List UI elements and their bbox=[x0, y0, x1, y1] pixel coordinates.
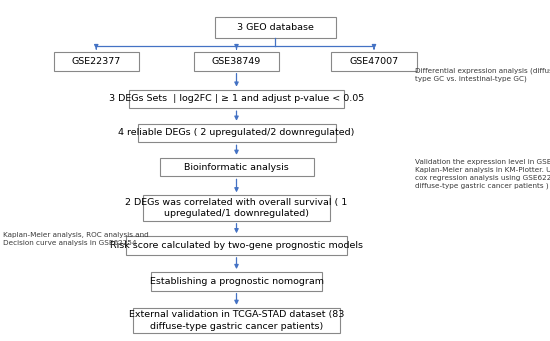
FancyBboxPatch shape bbox=[331, 52, 417, 71]
Text: Establishing a prognostic nomogram: Establishing a prognostic nomogram bbox=[150, 277, 323, 286]
Text: Differential expression analysis (diffuse-
type GC vs. intestinal-type GC): Differential expression analysis (diffus… bbox=[415, 68, 550, 83]
FancyBboxPatch shape bbox=[160, 158, 314, 177]
Text: Validation the expression level in GSE62254 and
Kaplan-Meier analysis in KM-Plot: Validation the expression level in GSE62… bbox=[415, 159, 550, 189]
Text: GSE47007: GSE47007 bbox=[349, 57, 399, 66]
Text: 3 GEO database: 3 GEO database bbox=[236, 23, 314, 32]
Text: 3 DEGs Sets  | log2FC | ≥ 1 and adjust p-value < 0.05: 3 DEGs Sets | log2FC | ≥ 1 and adjust p-… bbox=[109, 94, 364, 103]
FancyBboxPatch shape bbox=[129, 89, 344, 108]
Text: Risk score calculated by two-gene prognostic models: Risk score calculated by two-gene progno… bbox=[110, 241, 363, 250]
Text: GSE38749: GSE38749 bbox=[212, 57, 261, 66]
Text: External validation in TCGA-STAD dataset (83
diffuse-type gastric cancer patient: External validation in TCGA-STAD dataset… bbox=[129, 310, 344, 331]
Text: Kaplan-Meier analysis, ROC analysis and
Decision curve analysis in GSE62254: Kaplan-Meier analysis, ROC analysis and … bbox=[3, 232, 148, 246]
FancyBboxPatch shape bbox=[214, 17, 336, 38]
Text: 2 DEGs was correlated with overall survival ( 1
upregulated/1 downregulated): 2 DEGs was correlated with overall survi… bbox=[125, 198, 348, 218]
FancyBboxPatch shape bbox=[53, 52, 139, 71]
FancyBboxPatch shape bbox=[126, 236, 346, 255]
FancyBboxPatch shape bbox=[151, 272, 322, 291]
Text: Bioinformatic analysis: Bioinformatic analysis bbox=[184, 163, 289, 172]
FancyBboxPatch shape bbox=[138, 123, 336, 143]
Text: 4 reliable DEGs ( 2 upregulated/2 downregulated): 4 reliable DEGs ( 2 upregulated/2 downre… bbox=[118, 129, 355, 137]
Text: GSE22377: GSE22377 bbox=[72, 57, 121, 66]
FancyBboxPatch shape bbox=[194, 52, 279, 71]
FancyBboxPatch shape bbox=[133, 308, 339, 333]
FancyBboxPatch shape bbox=[143, 195, 330, 221]
